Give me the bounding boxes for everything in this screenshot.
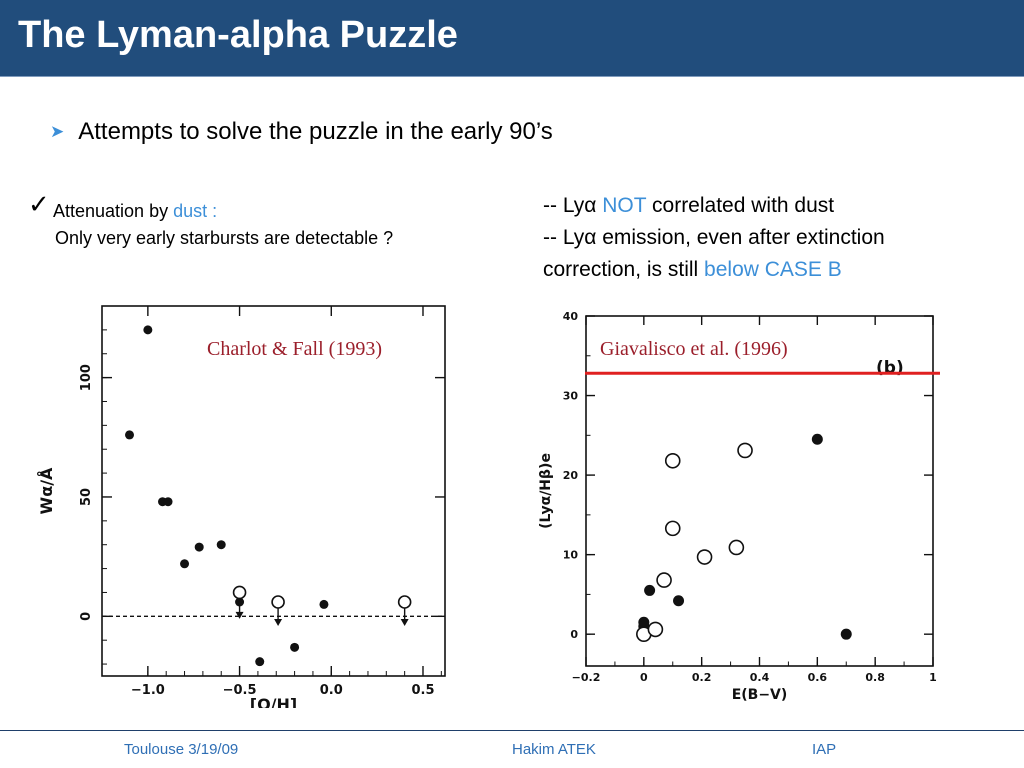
data-point-open (397, 595, 412, 609)
not-highlight: NOT (602, 194, 647, 217)
slide-title: The Lyman-alpha Puzzle (18, 14, 458, 56)
data-point-filled (216, 540, 226, 550)
y-tick-label: 30 (563, 390, 579, 403)
data-point-filled (163, 497, 173, 507)
note-3-prefix: correction, is still (543, 258, 699, 281)
x-tick-label: 0.2 (692, 671, 712, 684)
data-point-filled (290, 642, 300, 652)
x-tick-label: 0.6 (808, 671, 828, 684)
dust-line: Attenuation by dust : (53, 201, 217, 222)
y-axis-title: Wα/Å (37, 467, 56, 514)
data-point-filled (319, 599, 329, 609)
note-2-suffix: emission, even after extinction (602, 226, 885, 249)
bullet-text: Attempts to solve the puzzle in the earl… (78, 118, 553, 145)
note-line-1: -- Lyα NOT correlated with dust (543, 190, 885, 222)
x-tick-label: 0.5 (411, 683, 434, 698)
case-b-highlight: below CASE B (704, 258, 842, 281)
y-tick-label: 50 (79, 488, 94, 506)
x-tick-label: 0.0 (320, 683, 343, 698)
charlot-fall-chart: −1.0 −0.5 0.0 0.5 0 50 100 [O/H] Wα/Å (37, 305, 446, 708)
starburst-line: Only very early starbursts are detectabl… (55, 228, 394, 248)
x-tick-label: 0 (640, 671, 648, 684)
y-tick-label: 10 (563, 549, 579, 562)
data-point-filled (673, 595, 685, 607)
data-point-filled (143, 325, 153, 335)
x-tick-label: 0.4 (750, 671, 770, 684)
x-axis-title: [O/H] (250, 695, 297, 708)
data-point-filled (194, 542, 204, 552)
note-1-prefix: -- Ly (543, 194, 585, 217)
plot-frame (101, 305, 446, 677)
chart-right-citation: Giavalisco et al. (1996) (600, 338, 788, 361)
title-bar: The Lyman-alpha Puzzle (0, 0, 1024, 77)
x-tick-label: −0.2 (572, 671, 601, 684)
y-tick-label: 0 (79, 612, 94, 621)
upper-limit-arrow-head (235, 611, 244, 619)
data-point-open (696, 549, 713, 565)
data-point-open (664, 520, 681, 537)
note-line-3: correction, is still below CASE B (543, 254, 885, 286)
note-line-2: -- Lyα emission, even after extinction (543, 222, 885, 254)
data-point-filled (840, 628, 852, 640)
data-point-open (737, 442, 753, 459)
arrow-bullet-icon: ➤ (50, 122, 65, 141)
upper-limit-arrow-head (274, 619, 283, 626)
note-1-suffix: correlated with dust (652, 194, 835, 217)
lya-notes: -- Lyα NOT correlated with dust -- Lyα e… (543, 190, 885, 286)
y-tick-label: 100 (79, 364, 94, 391)
alpha-symbol: α (584, 194, 597, 217)
panel-label: (b) (876, 358, 904, 378)
x-axis-title: E(B−V) (732, 687, 788, 703)
alpha-symbol: α (584, 226, 597, 249)
chart-left-citation: Charlot & Fall (1993) (207, 338, 382, 361)
main-bullet: ➤ Attempts to solve the puzzle in the ea… (50, 118, 553, 146)
data-point-filled (180, 559, 190, 569)
footer-institute: IAP (812, 741, 837, 758)
dust-line-prefix: Attenuation by (53, 201, 174, 221)
dust-highlight: dust : (173, 201, 218, 221)
note-2-prefix: -- Ly (543, 226, 585, 249)
x-tick-label: −1.0 (131, 683, 165, 698)
giavalisco-chart: −0.2 0 0.2 0.4 0.6 0.8 1010203040E(B−V)(Lyα/Hβ… (538, 310, 940, 703)
data-point-filled (811, 433, 823, 445)
footer-location-date: Toulouse 3/19/09 (124, 741, 239, 758)
data-point-filled (255, 657, 265, 667)
y-tick-label: 40 (563, 310, 579, 323)
data-point-open (647, 621, 664, 638)
data-point-open (664, 452, 681, 469)
data-point-open (232, 585, 247, 600)
x-tick-label: −0.5 (223, 683, 257, 698)
footer-rule (0, 730, 1024, 731)
data-point-open (271, 595, 285, 609)
x-tick-label: 0.8 (865, 671, 885, 684)
data-point-open (728, 539, 745, 556)
y-axis-title: (Lyα/Hβ)e (538, 453, 554, 529)
y-tick-label: 0 (570, 628, 578, 641)
check-mark-icon: ✓ (28, 189, 50, 219)
data-point-filled (644, 584, 656, 596)
upper-limit-arrow-head (400, 619, 409, 626)
data-point-filled (125, 430, 135, 440)
y-tick-label: 20 (563, 469, 579, 482)
data-point-open (656, 572, 672, 588)
x-tick-label: 1 (929, 671, 937, 684)
footer-author: Hakim ATEK (512, 741, 596, 758)
